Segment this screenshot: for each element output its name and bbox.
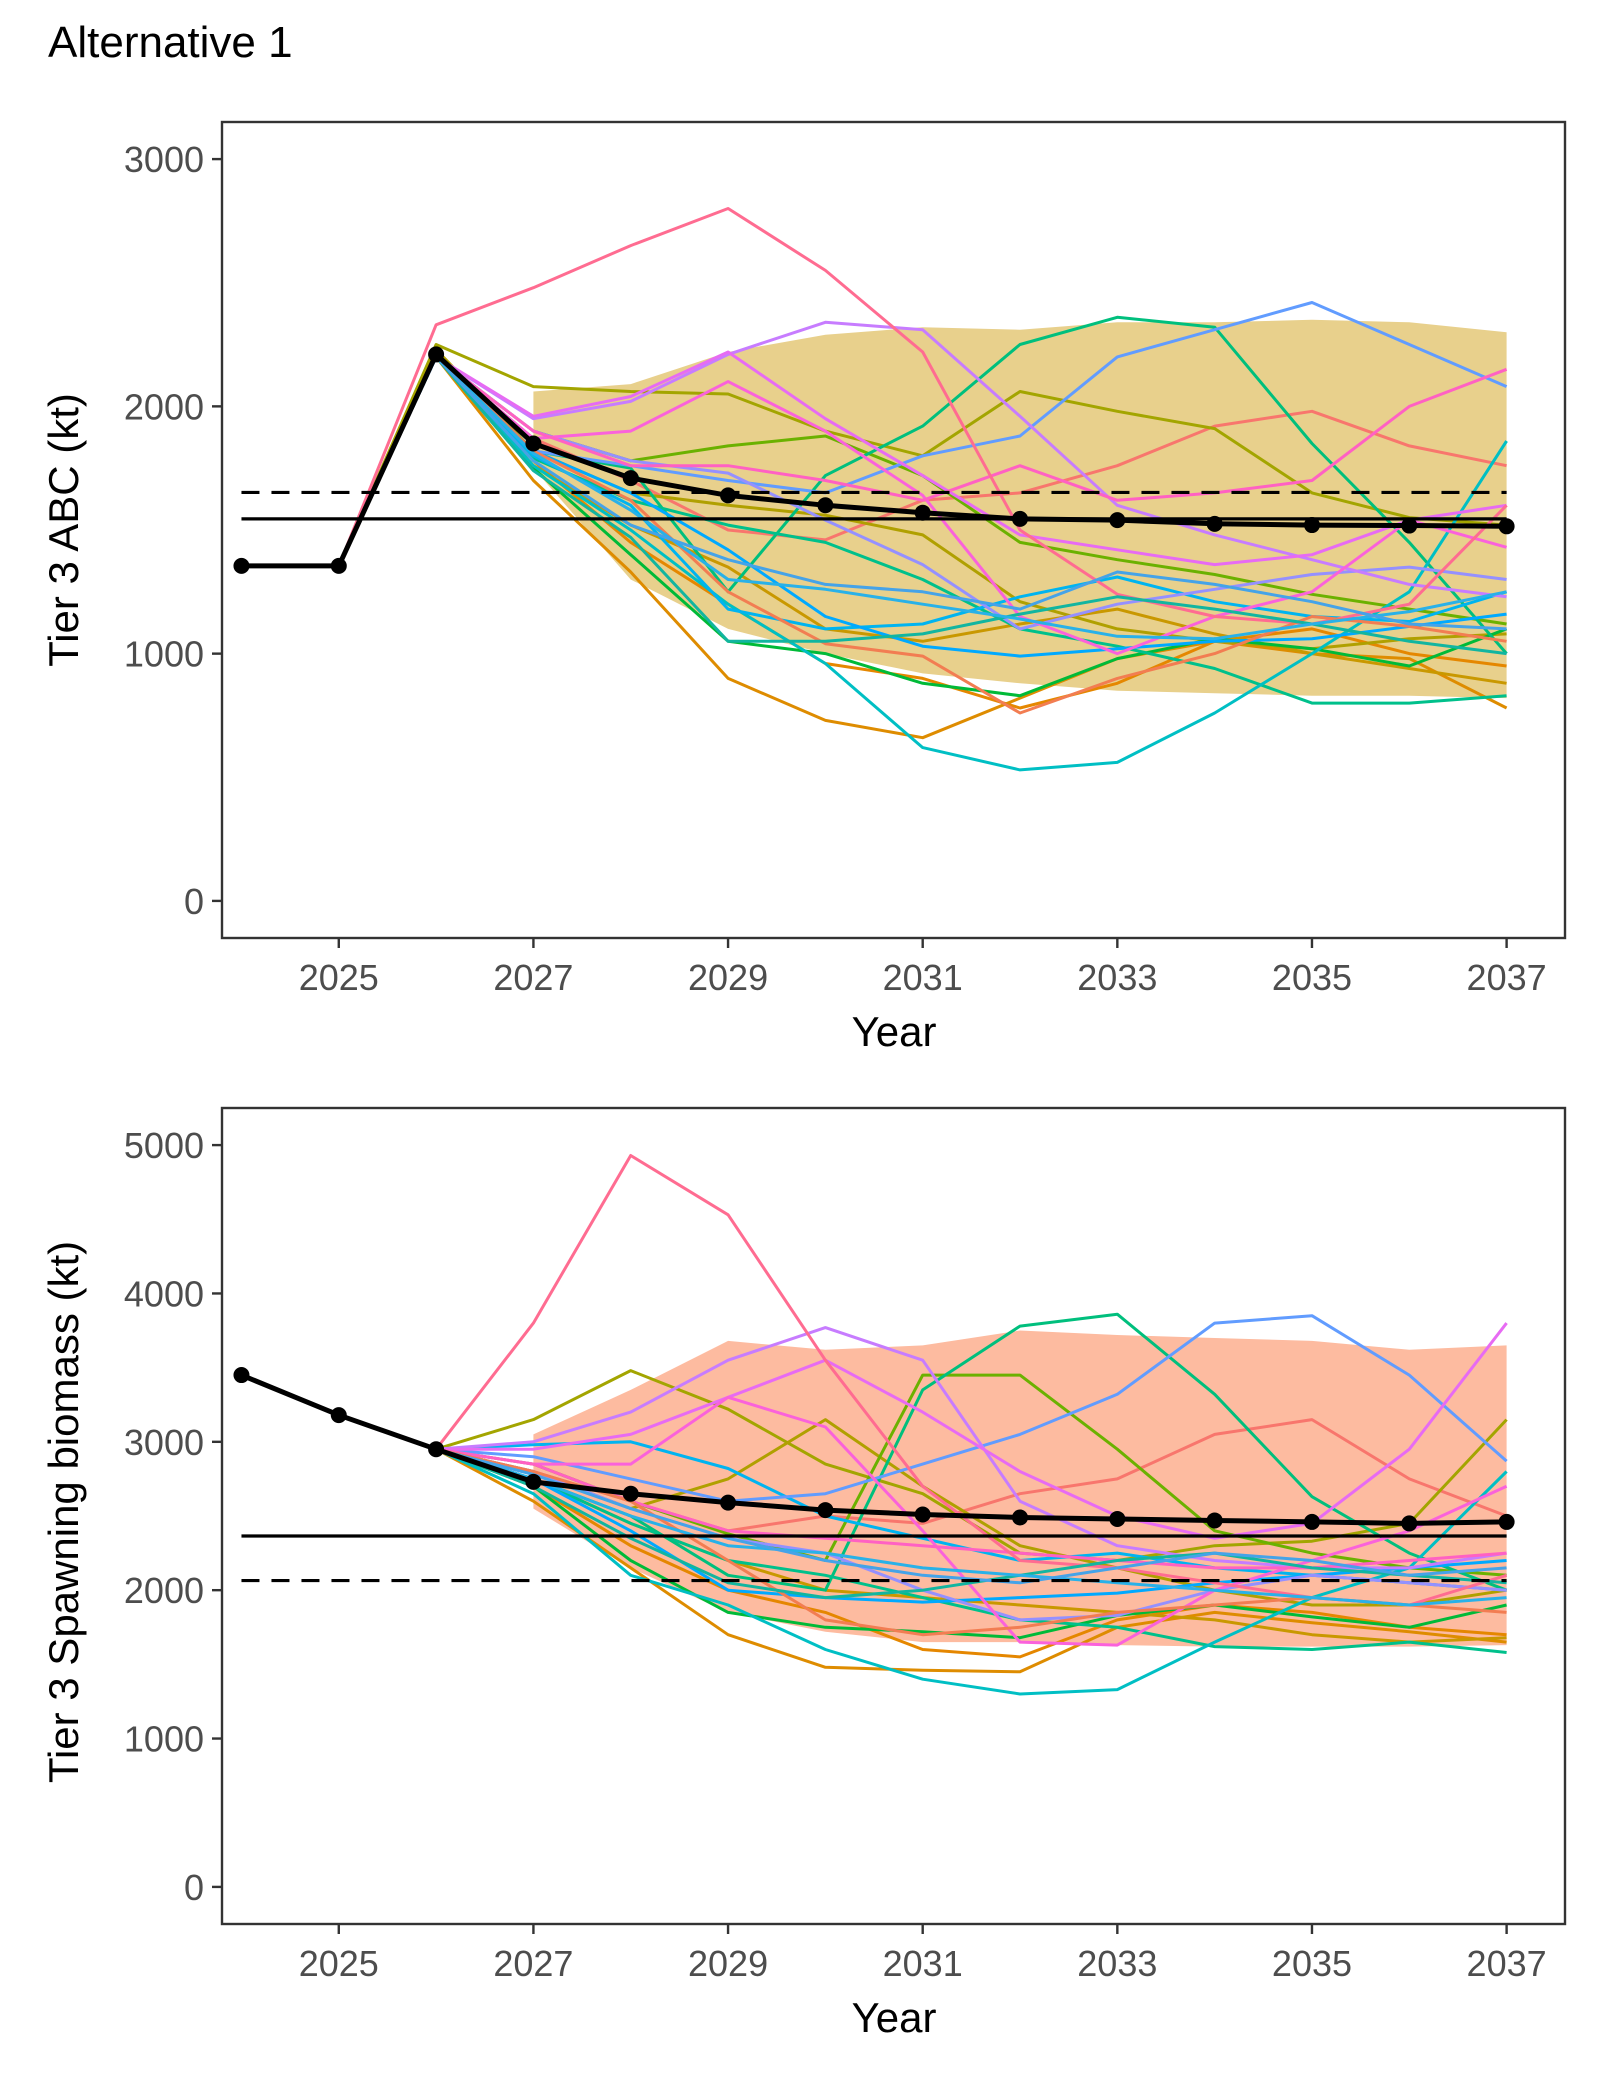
abc-x-tick-label: 2035 <box>1272 957 1352 998</box>
ssb-panel-border <box>220 1106 1567 1926</box>
abc-y-tick-label: 2000 <box>124 386 204 427</box>
abc-mean-point <box>330 557 347 574</box>
abc-mean-layer <box>233 346 1515 574</box>
ssb-mean-point <box>1401 1515 1418 1532</box>
ssb-mean-point <box>1498 1513 1515 1530</box>
abc-mean-point <box>428 346 445 363</box>
ssb-refline-layer <box>241 1534 1507 1583</box>
abc-mean-point <box>1109 512 1126 529</box>
abc-x-tick-label: 2025 <box>299 957 379 998</box>
abc-y-tick-label: 1000 <box>124 634 204 675</box>
ssb-mean-line <box>240 1372 1507 1526</box>
ssb-x-tick-label: 2033 <box>1077 1943 1157 1984</box>
ssb-axes-layer: 0 1000 2000 3000 4000 5000 2025 2027 2029 2031 203… <box>124 1106 1567 1984</box>
abc-mean-point <box>1498 518 1515 535</box>
abc-chart: 0 1000 2000 3000 2025 2027 2029 2031 2033 2035 203… <box>40 120 1567 1055</box>
ssb-mean-point <box>525 1473 542 1490</box>
ssb-mean-point <box>914 1506 931 1523</box>
abc-y-axis-label: Tier 3 ABC (kt) <box>40 393 87 667</box>
ssb-x-tick-label: 2025 <box>299 1943 379 1984</box>
ssb-mean-point <box>817 1502 834 1519</box>
abc-x-axis-label: Year <box>852 1008 937 1055</box>
ssb-mean-point <box>622 1485 639 1502</box>
ssb-series-line-17 <box>240 1322 1508 1540</box>
ssb-y-tick-label: 2000 <box>124 1570 204 1611</box>
abc-mean-point <box>1206 515 1223 532</box>
abc-mean-point <box>233 557 250 574</box>
abc-mean-point <box>1303 517 1320 534</box>
ssb-mean-layer <box>233 1367 1515 1532</box>
abc-x-tick-label: 2031 <box>883 957 963 998</box>
abc-x-tick-label: 2029 <box>688 957 768 998</box>
ssb-x-tick-label: 2027 <box>493 1943 573 1984</box>
abc-x-tick-label: 2027 <box>493 957 573 998</box>
abc-mean-point <box>622 470 639 487</box>
abc-mean-point <box>720 487 737 504</box>
abc-mean-point <box>817 497 834 514</box>
ssb-y-tick-label: 5000 <box>124 1125 204 1166</box>
ssb-x-tick-label: 2037 <box>1467 1943 1547 1984</box>
abc-y-tick-label: 0 <box>184 881 204 922</box>
ssb-x-tick-label: 2031 <box>883 1943 963 1984</box>
ssb-mean-point <box>1109 1510 1126 1527</box>
ssb-y-tick-label: 0 <box>184 1867 204 1908</box>
abc-x-tick-label: 2033 <box>1077 957 1157 998</box>
abc-mean-point <box>914 504 931 521</box>
ssb-y-tick-label: 1000 <box>124 1719 204 1760</box>
ssb-y-axis-label: Tier 3 Spawning biomass (kt) <box>40 1241 87 1783</box>
ssb-mean-point <box>720 1494 737 1511</box>
abc-y-tick-label: 3000 <box>124 139 204 180</box>
abc-series-line-24 <box>241 355 1507 631</box>
ssb-x-tick-label: 2035 <box>1272 1943 1352 1984</box>
ssb-mean-point <box>233 1367 250 1384</box>
ssb-mean-point <box>1012 1509 1029 1526</box>
abc-panel-border <box>220 120 1567 940</box>
ssb-y-tick-label: 3000 <box>124 1422 204 1463</box>
abc-mean-line <box>241 350 1507 569</box>
ssb-x-axis-label: Year <box>852 1994 937 2041</box>
abc-mean-point <box>1012 510 1029 527</box>
ssb-mean-point <box>1303 1513 1320 1530</box>
abc-mean-point <box>1401 517 1418 534</box>
ssb-mean-point <box>428 1441 445 1458</box>
page-title: Alternative 1 <box>48 18 293 67</box>
abc-refline-layer <box>241 490 1507 521</box>
ssb-x-tick-label: 2029 <box>688 1943 768 1984</box>
ssb-mean-point <box>1206 1512 1223 1529</box>
ssb-mean-point <box>330 1407 347 1424</box>
abc-mean-point <box>525 435 542 452</box>
ssb-y-tick-label: 4000 <box>124 1273 204 1314</box>
abc-x-tick-label: 2037 <box>1467 957 1547 998</box>
abc-axes-layer: 0 1000 2000 3000 2025 2027 2029 2031 2033 2035 203… <box>124 120 1567 998</box>
